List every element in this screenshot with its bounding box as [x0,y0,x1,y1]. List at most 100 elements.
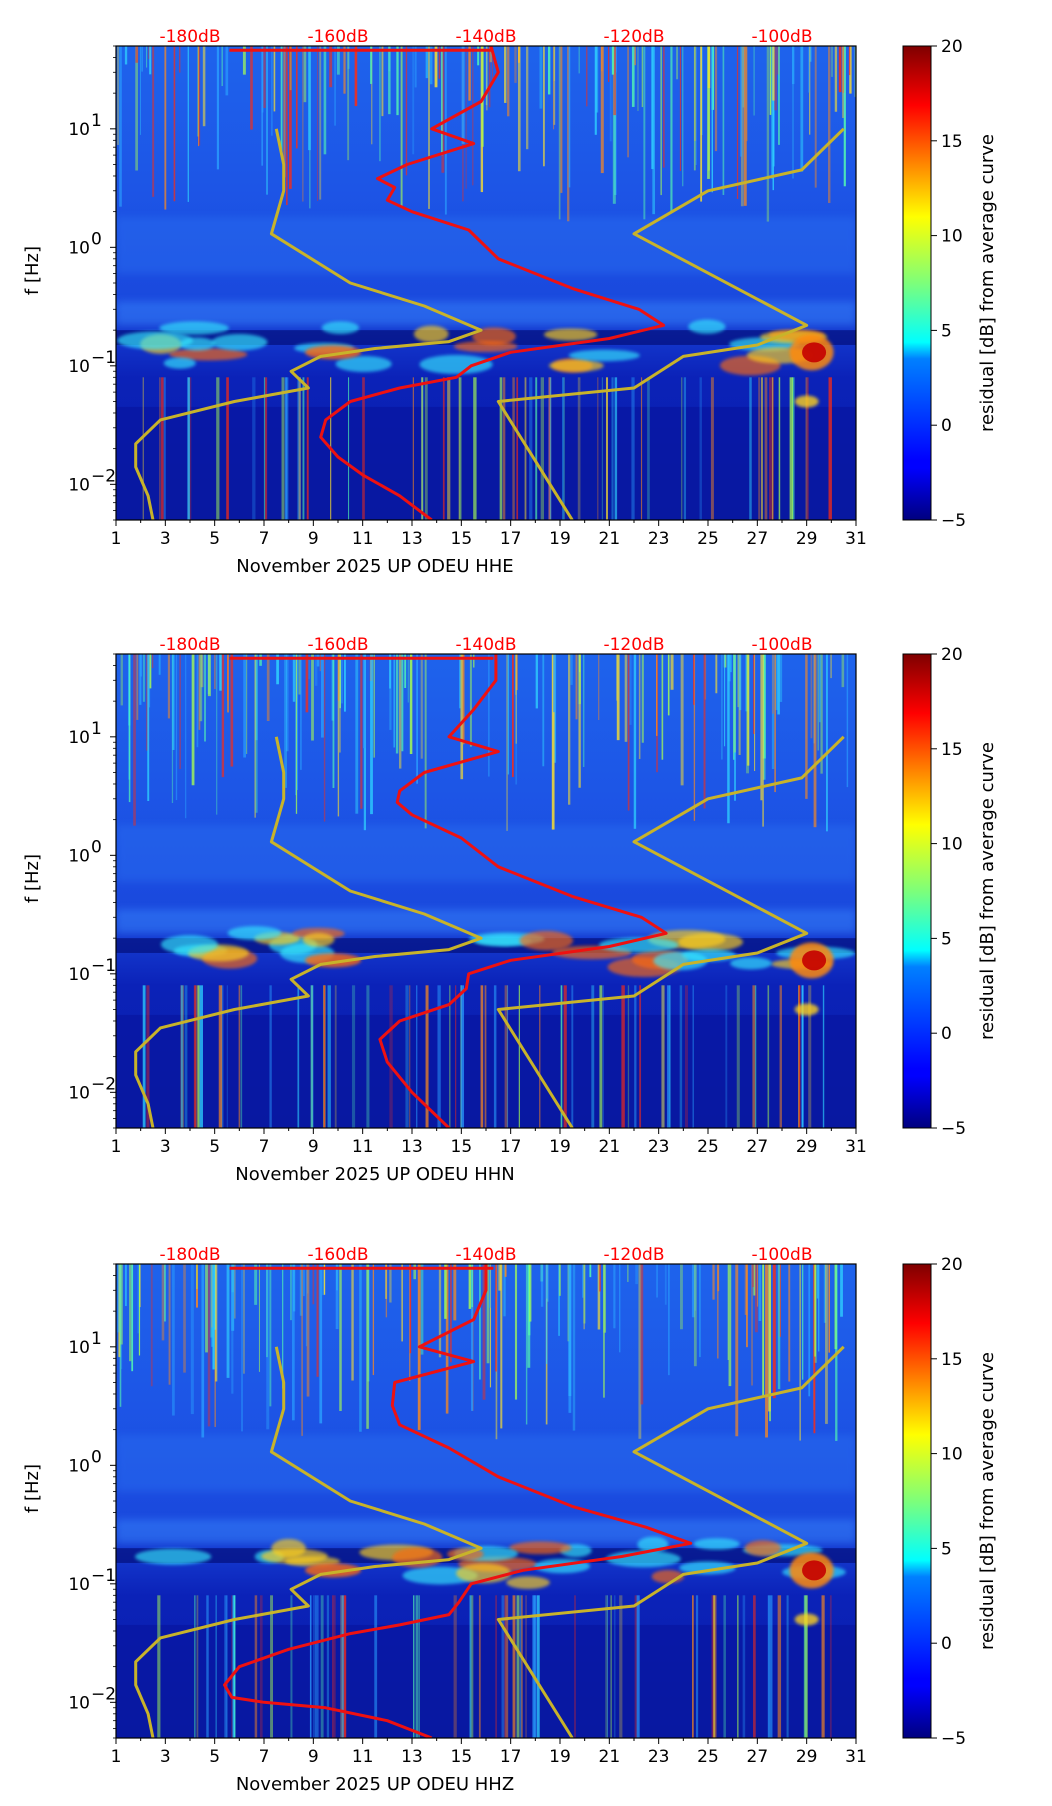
event-streak [792,46,795,85]
event-streak [242,46,246,75]
event-streak-low [315,1595,319,1738]
event-streak-low [520,1595,523,1738]
event-streak-low [197,985,200,1128]
event-streak [693,654,695,705]
event-streak [460,654,464,780]
event-streak [407,654,409,703]
db-scale-label: -140dB [455,27,516,47]
event-streak [465,46,467,189]
event-streak [746,1264,748,1348]
event-streak [542,46,545,167]
event-streak-low [187,377,190,520]
heatmap-area [116,654,856,1128]
mean-psd-curve [319,46,666,520]
event-streak [167,654,171,719]
event-streak-low [254,1595,258,1738]
event-streak-low [562,377,565,520]
event-streak [751,1264,754,1386]
event-streak [351,1264,354,1381]
event-streak-low [597,377,599,520]
y-tick-exponent: −1 [91,348,116,368]
event-streak-low [801,985,804,1128]
event-streak [838,46,842,93]
event-streak [316,1264,319,1377]
event-streak-low [310,985,314,1128]
event-streak-low [518,985,520,1128]
event-streak-low [333,1595,336,1738]
event-streak [568,1264,572,1413]
event-streak [292,654,296,702]
event-streak [834,46,838,112]
y-axis-label: f [Hz] [22,854,43,903]
event-streak-low [752,985,756,1128]
event-streak-low [614,377,618,520]
event-streak-low [536,1595,540,1738]
event-streak [488,46,491,108]
event-streak [595,46,599,113]
x-tick-label: 9 [308,529,319,549]
colorbar-tick-label: 15 [941,740,963,760]
event-streak-low [405,985,409,1128]
event-streak [152,46,155,197]
event-streak [753,1264,756,1296]
event-streak [627,1264,629,1282]
event-streak-low [684,985,688,1128]
event-streak [197,46,200,147]
energy-blob [548,359,604,372]
event-streak [129,1264,132,1362]
event-streak [173,46,176,202]
event-streak [135,46,138,171]
band-mid [116,1435,856,1492]
event-streak [161,1264,165,1341]
event-streak-low [233,1595,236,1738]
event-streak-low [778,377,781,520]
event-streak-low [516,1595,520,1738]
event-streak [612,46,616,204]
event-streak [292,1264,295,1421]
event-streak [146,46,148,68]
event-streak [842,46,845,93]
event-streak-low [460,985,465,1128]
y-tick-exponent: 0 [91,837,102,857]
event-streak-low [458,377,460,520]
energy-blob [163,357,196,369]
event-streak [652,46,656,215]
event-streak-low [199,985,203,1128]
event-streak-low [753,1595,756,1738]
event-streak [616,654,620,741]
db-scale-label: -100dB [751,27,812,47]
event-streak [128,654,131,803]
event-streak [736,46,739,200]
x-axis-label: November 2025 UP ODEU HHZ [236,1774,514,1795]
event-streak-low [548,377,550,520]
event-streak [707,46,711,89]
event-streak [802,1264,804,1380]
event-streak-low [512,377,515,520]
event-streak [826,654,828,832]
event-streak [489,1264,492,1388]
event-streak [515,654,517,744]
event-streak [717,1264,719,1359]
event-streak-low [334,985,337,1128]
event-streak [694,1264,696,1311]
energy-blob [679,1561,736,1575]
event-streak-low [614,1595,616,1738]
x-tick-label: 21 [599,1747,621,1767]
event-streak [305,654,309,713]
y-tick-exponent: −1 [91,1566,116,1586]
x-tick-label: 31 [845,1137,867,1157]
event-streak [762,654,764,827]
event-streak [373,654,375,758]
energy-blob [599,937,679,953]
noise-model-low-curve [134,128,483,520]
x-tick-label: 9 [308,1747,319,1767]
band-microseism [116,909,856,934]
heatmap-area [116,1264,856,1738]
event-streak-low [605,377,609,520]
event-streak [643,46,646,220]
event-streak [700,46,703,202]
event-streak-low [563,377,565,520]
event-streak [553,46,555,81]
x-tick-label: 1 [111,1747,122,1767]
